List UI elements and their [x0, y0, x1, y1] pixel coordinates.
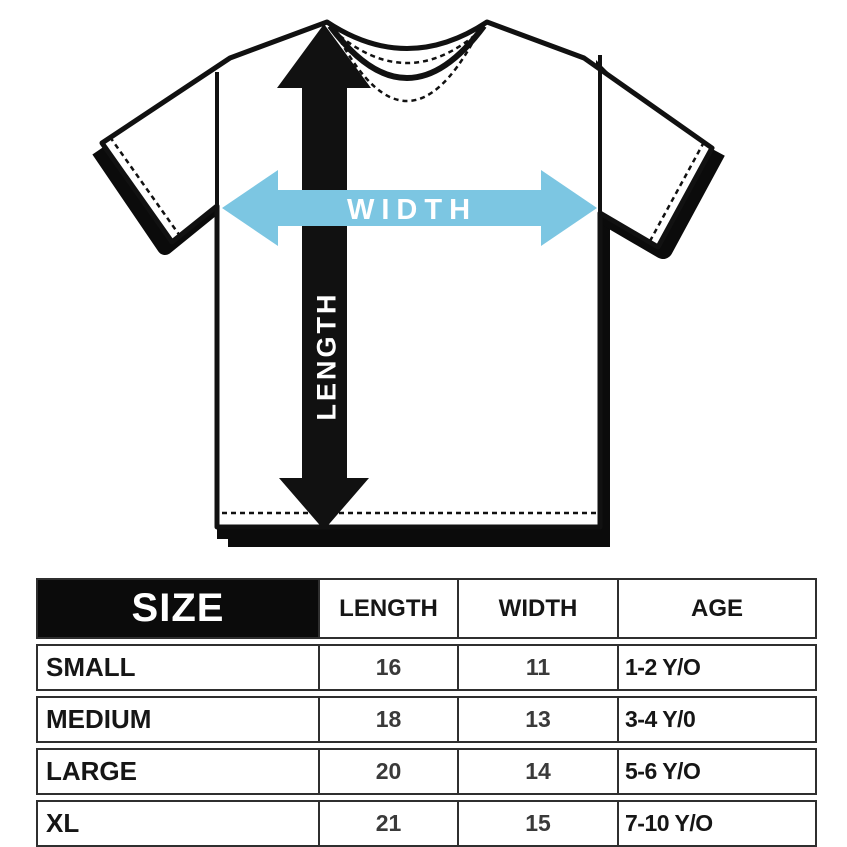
length-value: 21	[320, 802, 459, 845]
width-value: 13	[459, 698, 619, 741]
right-cuff-stitch	[648, 141, 706, 242]
header-cell-age: AGE	[690, 594, 743, 622]
size-label: LARGE	[38, 750, 320, 793]
width-value: 15	[459, 802, 619, 845]
table-row-xl: XL 21 15 7-10 Y/O	[36, 800, 817, 847]
size-table-header-row: SIZE LENGTH WIDTH AGE	[36, 578, 817, 639]
length-value: 18	[320, 698, 459, 741]
table-row-large: LARGE 20 14 5-6 Y/O	[36, 748, 817, 795]
width-value: 11	[459, 646, 619, 689]
age-value: 5-6 Y/O	[625, 758, 701, 784]
collar-stitch-lower	[338, 39, 476, 103]
width-arrow-label: WIDTH	[347, 194, 477, 226]
header-cell-width: WIDTH	[459, 580, 619, 637]
length-arrow-label: LENGTH	[311, 292, 341, 421]
tshirt-measurement-diagram: LENGTH WIDTH	[92, 19, 725, 547]
table-row-small: SMALL 16 11 1-2 Y/O	[36, 644, 817, 691]
length-arrow	[277, 24, 371, 530]
tshirt-diagram-svg: LENGTH WIDTH	[92, 19, 725, 547]
width-value: 14	[459, 750, 619, 793]
header-cell-size: SIZE	[38, 580, 320, 637]
size-label: XL	[38, 802, 320, 845]
collar-stitch-upper	[332, 29, 482, 65]
age-value: 1-2 Y/O	[625, 654, 701, 680]
table-row-medium: MEDIUM 18 13 3-4 Y/0	[36, 696, 817, 743]
age-value: 7-10 Y/O	[625, 810, 713, 836]
left-cuff-stitch	[108, 136, 182, 237]
age-value: 3-4 Y/0	[625, 706, 696, 732]
size-label: SMALL	[38, 646, 320, 689]
width-arrow	[222, 170, 597, 246]
size-table: SIZE LENGTH WIDTH AGE SMALL 16 11 1-2 Y/…	[36, 578, 817, 847]
size-label: MEDIUM	[38, 698, 320, 741]
length-value: 20	[320, 750, 459, 793]
header-cell-length: LENGTH	[320, 580, 459, 637]
hem-shadow	[217, 527, 610, 547]
length-value: 16	[320, 646, 459, 689]
collar-outer-curve	[327, 24, 487, 81]
shirt-outline	[99, 19, 715, 530]
